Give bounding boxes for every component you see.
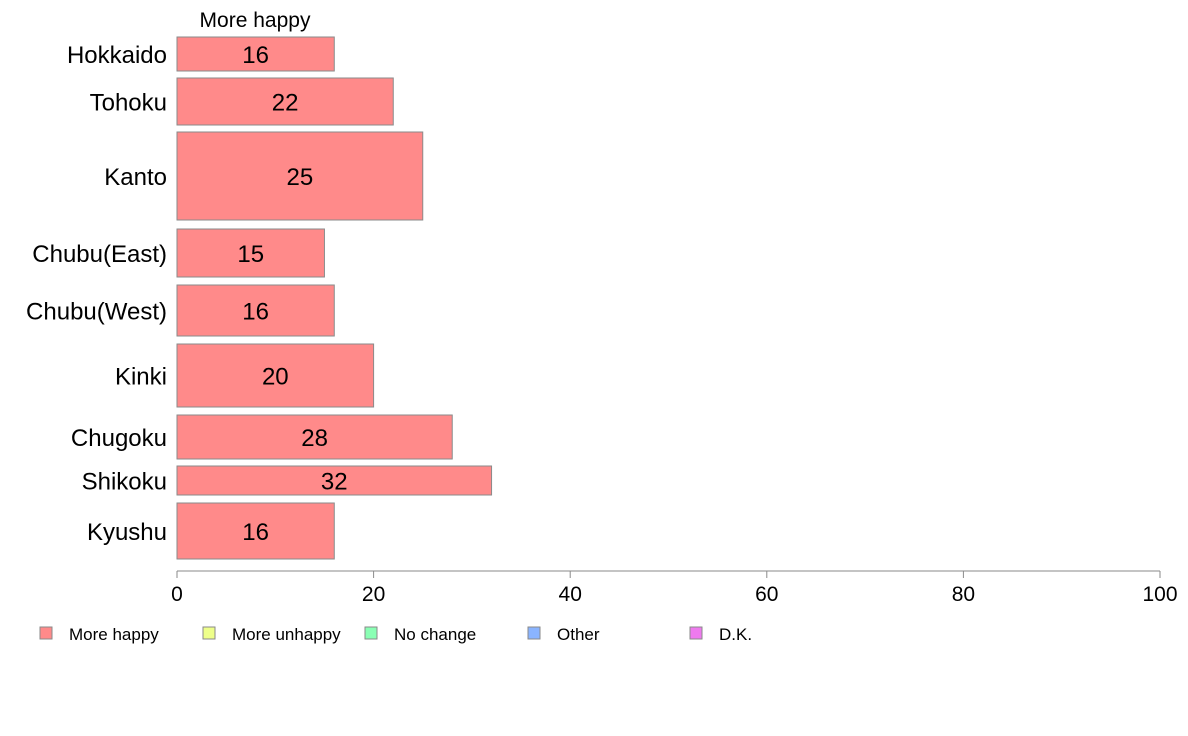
legend-label: More happy	[69, 625, 159, 644]
category-label: Shikoku	[82, 469, 167, 496]
category-label: Chubu(West)	[26, 299, 167, 326]
category-label: Kyushu	[87, 519, 167, 546]
category-label: Kanto	[104, 164, 167, 191]
data-label: 16	[242, 519, 269, 546]
bar-kyushu-s0	[176, 502, 335, 560]
category-label: Chubu(East)	[32, 241, 167, 268]
bar-tohoku-s0	[176, 77, 394, 126]
bar-chugoku-s0	[176, 414, 453, 460]
data-label: 15	[237, 241, 264, 268]
data-label: 16	[242, 299, 269, 326]
legend-label: Other	[557, 625, 600, 644]
legend-swatch	[39, 626, 53, 640]
category-label: Hokkaido	[67, 42, 167, 69]
data-label: 25	[287, 164, 314, 191]
category-label: Kinki	[115, 364, 167, 391]
x-tick-label: 0	[171, 583, 183, 606]
x-tick-label: 60	[755, 583, 778, 606]
data-label: 22	[272, 90, 299, 117]
data-label: 32	[321, 469, 348, 496]
x-tick-label: 20	[362, 583, 385, 606]
x-tick-label: 80	[952, 583, 975, 606]
bar-kanto-s0	[176, 131, 424, 221]
bar-shikoku-s0	[176, 465, 493, 496]
category-label: Tohoku	[90, 90, 167, 117]
legend: More happy More unhappy No change Other D.K.	[39, 625, 752, 644]
y-axis-labels: Hokkaido Tohoku Kanto Chubu(East) Chubu(West…	[26, 42, 167, 546]
legend-label: More unhappy	[232, 625, 341, 644]
x-axis: 0 20 40 60 80 100	[171, 570, 1178, 606]
x-tick-label: 100	[1142, 583, 1177, 606]
bar-chubu-east--s0	[176, 228, 325, 278]
data-label: 28	[301, 425, 328, 452]
data-label: 20	[262, 364, 289, 391]
column-header: More happy	[200, 9, 311, 32]
legend-swatch	[689, 626, 703, 640]
bar-hokkaido-s0	[176, 36, 335, 72]
legend-label: No change	[394, 625, 476, 644]
data-label: 16	[242, 42, 269, 69]
legend-swatch	[202, 626, 216, 640]
legend-label: D.K.	[719, 625, 752, 644]
legend-swatch	[364, 626, 378, 640]
legend-swatch	[527, 626, 541, 640]
category-label: Chugoku	[71, 425, 167, 452]
x-tick-label: 40	[559, 583, 582, 606]
bar-kinki-s0	[176, 343, 375, 408]
bar-chubu-west--s0	[176, 284, 335, 337]
